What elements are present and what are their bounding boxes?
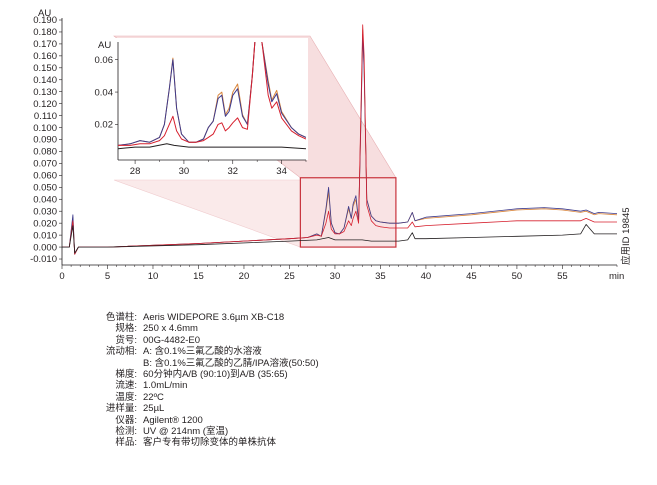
condition-key: 色谱柱:	[105, 312, 137, 323]
condition-row: 流动相: A: 含0.1%三氟乙酸的水溶液	[95, 346, 319, 357]
main-axes: -0.0100.0000.0100.0200.0300.0400.0500.06…	[30, 8, 624, 282]
condition-key	[95, 358, 137, 369]
condition-value: 1.0mL/min	[143, 380, 188, 392]
inset-chart: 0.02 0.04 0.06 AU 28 30 32 34	[95, 38, 308, 177]
inset-x-tick-label: 30	[179, 166, 190, 177]
x-unit-label: min	[609, 271, 624, 282]
condition-value: 250 x 4.6mm	[143, 323, 198, 335]
y-tick-label: 0.040	[33, 194, 57, 205]
inset-y-unit-label: AU	[98, 40, 111, 51]
x-tick-label: 55	[557, 271, 568, 282]
main-series-line-3	[62, 224, 617, 254]
y-tick-label: 0.080	[33, 147, 57, 158]
y-tick-label: 0.170	[33, 39, 57, 50]
y-tick-label: 0.090	[33, 135, 57, 146]
y-unit-label: AU	[38, 8, 51, 19]
condition-value: UV @ 214nm (室温)	[143, 426, 229, 438]
x-tick-label: 10	[148, 271, 159, 282]
chromatogram-chart: -0.0100.0000.0100.0200.0300.0400.0500.06…	[30, 8, 624, 282]
inset-series-line-1	[118, 42, 306, 146]
inset-y-tick-label: 0.02	[95, 120, 114, 131]
x-tick-label: 30	[330, 271, 341, 282]
x-tick-label: 45	[466, 271, 477, 282]
condition-row: 色谱柱: Aeris WIDEPORE 3.6µm XB-C18	[95, 312, 319, 323]
condition-row: 检测: UV @ 214nm (室温)	[95, 426, 319, 437]
y-tick-label: 0.020	[33, 218, 57, 229]
main-series-line-2	[62, 24, 617, 255]
y-tick-label: 0.070	[33, 159, 57, 170]
condition-value: 60分钟内A/B (90:10)到A/B (35:65)	[143, 369, 288, 381]
condition-row: 梯度: 60分钟内A/B (90:10)到A/B (35:65)	[95, 369, 319, 380]
condition-key: 进样量:	[105, 403, 137, 415]
y-tick-label: 0.150	[33, 63, 57, 74]
y-tick-label: 0.010	[33, 230, 57, 241]
condition-key: 流速:	[115, 380, 137, 392]
x-tick-label: 5	[105, 271, 110, 282]
x-tick-label: 35	[375, 271, 386, 282]
condition-row: B: 含0.1%三氟乙酸的乙腈/IPA溶液(50:50)	[95, 358, 319, 369]
condition-row: 仪器: Agilent® 1200	[95, 415, 319, 426]
y-tick-label: 0.110	[34, 111, 57, 122]
condition-key: 检测:	[115, 426, 137, 438]
condition-value: Agilent® 1200	[143, 414, 203, 426]
condition-row: 进样量: 25µL	[95, 403, 319, 414]
y-tick-label: 0.060	[33, 171, 57, 182]
condition-key: 规格:	[115, 323, 137, 335]
inset-series-group	[118, 42, 306, 150]
condition-value: 客户专有带切除变体的单株抗体	[143, 437, 277, 449]
condition-row: 流速: 1.0mL/min	[95, 380, 319, 391]
inset-series-line-2	[118, 42, 306, 146]
y-tick-label: 0.120	[33, 99, 57, 110]
condition-key: 流动相:	[105, 346, 137, 358]
x-tick-label: 25	[284, 271, 295, 282]
condition-row: 样品: 客户专有带切除变体的单株抗体	[95, 437, 319, 448]
condition-value: B: 含0.1%三氟乙酸的乙腈/IPA溶液(50:50)	[143, 357, 319, 369]
condition-value: Aeris WIDEPORE 3.6µm XB-C18	[143, 312, 285, 323]
condition-row: 规格: 250 x 4.6mm	[95, 323, 319, 334]
x-tick-label: 20	[239, 271, 250, 282]
condition-row: 温度: 22ºC	[95, 392, 319, 403]
condition-value: A: 含0.1%三氟乙酸的水溶液	[143, 346, 262, 358]
method-conditions: 色谱柱: Aeris WIDEPORE 3.6µm XB-C18 规格: 250 x …	[95, 312, 319, 449]
condition-key: 温度:	[115, 391, 137, 403]
x-tick-label: 50	[512, 271, 523, 282]
y-tick-label: 0.100	[33, 123, 57, 134]
inset-x-tick-label: 34	[276, 166, 287, 177]
application-id-label: 应用ID 19845	[621, 207, 632, 265]
inset-series-line-3	[118, 143, 306, 150]
inset-y-tick-label: 0.06	[95, 55, 114, 66]
y-tick-label: -0.010	[30, 254, 57, 265]
condition-key: 货号:	[115, 334, 137, 346]
condition-key: 仪器:	[115, 414, 137, 426]
y-tick-label: 0.160	[33, 51, 57, 62]
y-tick-label: 0.130	[33, 87, 57, 98]
y-tick-label: 0.050	[33, 183, 57, 194]
y-tick-label: 0.140	[33, 75, 57, 86]
y-tick-label: 0.190	[33, 15, 57, 26]
y-tick-label: 0.000	[33, 242, 57, 253]
inset-x-tick-label: 32	[227, 166, 238, 177]
main-series-group	[62, 24, 618, 255]
condition-key: 样品:	[115, 437, 137, 449]
y-tick-label: 0.180	[33, 27, 57, 38]
condition-value: 22ºC	[143, 391, 164, 403]
inset-x-tick-label: 28	[130, 166, 141, 177]
condition-value: 25µL	[143, 403, 165, 415]
x-tick-label: 40	[421, 271, 432, 282]
inset-y-tick-label: 0.04	[95, 87, 114, 98]
y-tick-label: 0.030	[33, 206, 57, 217]
inset-background	[116, 38, 308, 160]
condition-key: 梯度:	[115, 369, 137, 381]
condition-value: 00G-4482-E0	[143, 334, 201, 346]
x-tick-label: 15	[193, 271, 204, 282]
condition-row: 货号: 00G-4482-E0	[95, 335, 319, 346]
x-tick-label: 0	[59, 271, 64, 282]
